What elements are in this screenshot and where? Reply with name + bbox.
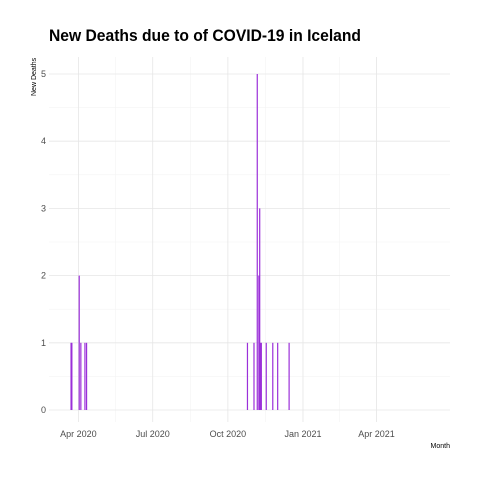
bar	[246, 342, 249, 410]
y-axis-title: New Deaths	[31, 57, 38, 96]
y-tick-label: 4	[41, 136, 46, 146]
bar	[71, 342, 73, 410]
bar-series	[70, 74, 290, 410]
x-axis-title: Month	[431, 443, 451, 450]
y-tick-label: 0	[41, 405, 46, 415]
bar	[256, 74, 258, 410]
bar	[70, 342, 72, 410]
y-tick-label: 2	[41, 271, 46, 281]
y-tick-label: 5	[41, 69, 46, 79]
bar	[258, 275, 260, 410]
grid-lines	[49, 57, 450, 422]
x-tick-label: Apr 2020	[60, 429, 97, 439]
bar	[265, 342, 267, 410]
chart-title: New Deaths due to of COVID-19 in Iceland	[49, 26, 361, 45]
bar	[80, 342, 82, 410]
bar	[288, 342, 290, 410]
bar	[84, 342, 86, 410]
x-tick-label: Jul 2020	[136, 429, 170, 439]
bar	[253, 342, 255, 410]
y-tick-label: 1	[41, 338, 46, 348]
x-tick-label: Jan 2021	[284, 429, 321, 439]
x-tick-label: Oct 2020	[210, 429, 247, 439]
bar	[277, 342, 279, 410]
y-axis-ticks: 0 1 2 3 4 5	[41, 69, 46, 415]
x-axis-ticks: Apr 2020 Jul 2020 Oct 2020 Jan 2021 Apr 2021	[60, 429, 395, 439]
x-tick-label: Apr 2021	[358, 429, 395, 439]
bar	[78, 275, 80, 410]
y-tick-label: 3	[41, 203, 46, 213]
bar	[85, 342, 88, 410]
bar	[272, 342, 274, 410]
bar	[259, 342, 262, 410]
bar	[260, 342, 262, 410]
bar	[259, 208, 261, 410]
